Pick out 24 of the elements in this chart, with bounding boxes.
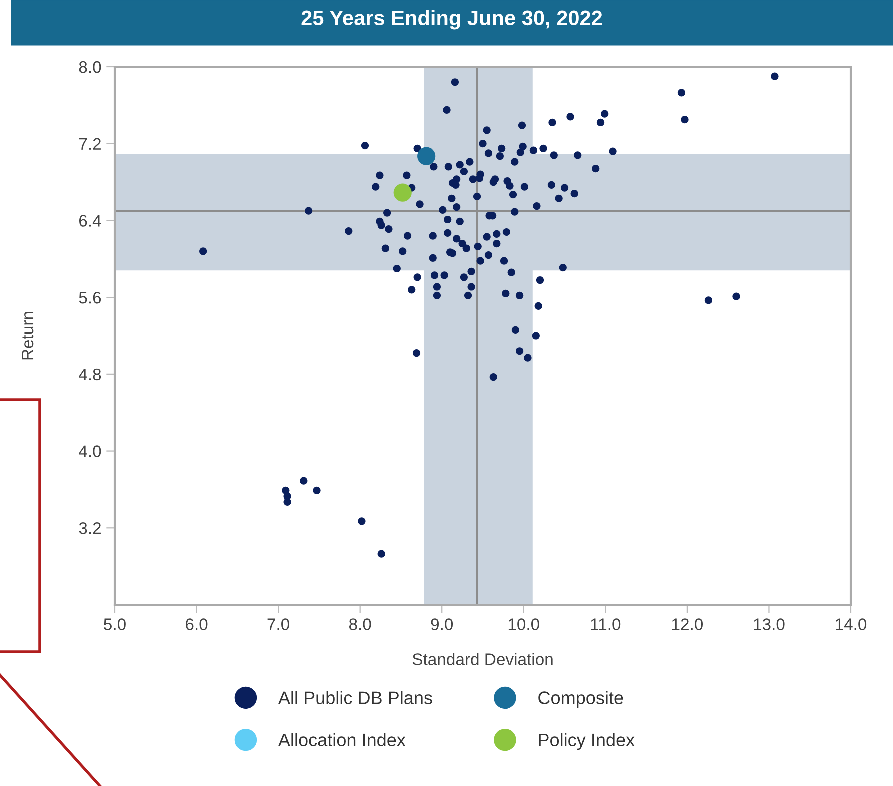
x-tick-label: 10.0 (508, 618, 540, 630)
x-tick-label: 6.0 (186, 618, 208, 630)
x-tick-label: 11.0 (591, 618, 621, 630)
x-tick-label: 7.0 (268, 618, 290, 630)
y-tick-label: 3.2 (79, 522, 101, 534)
y-tick-label: 5.6 (79, 292, 102, 304)
y-axis-title: Return (22, 312, 34, 360)
x-tick-label: 5.0 (104, 618, 126, 630)
y-tick-label: 7.2 (79, 138, 101, 150)
y-tick-label: 4.8 (79, 368, 102, 381)
legend-label: All Public DB Plans (278, 691, 432, 704)
y-tick-label: 4.0 (79, 446, 102, 458)
x-tick-label: 13.0 (754, 618, 785, 630)
legend-label: Policy Index (539, 733, 635, 750)
legend-label: Composite (538, 691, 624, 708)
y-tick-label: 6.4 (79, 215, 102, 227)
chart-title: 25 Years Ending June 30, 2022 (302, 10, 602, 30)
y-tick-label: 8.0 (79, 61, 102, 74)
legend-label: Allocation Index (278, 733, 406, 747)
x-tick-label: 9.0 (431, 618, 454, 630)
x-axis-title: Standard Deviation (412, 653, 553, 666)
x-tick-label: 12.0 (672, 618, 704, 630)
x-tick-label: 14.0 (836, 618, 867, 630)
x-tick-label: 8.0 (349, 618, 372, 630)
